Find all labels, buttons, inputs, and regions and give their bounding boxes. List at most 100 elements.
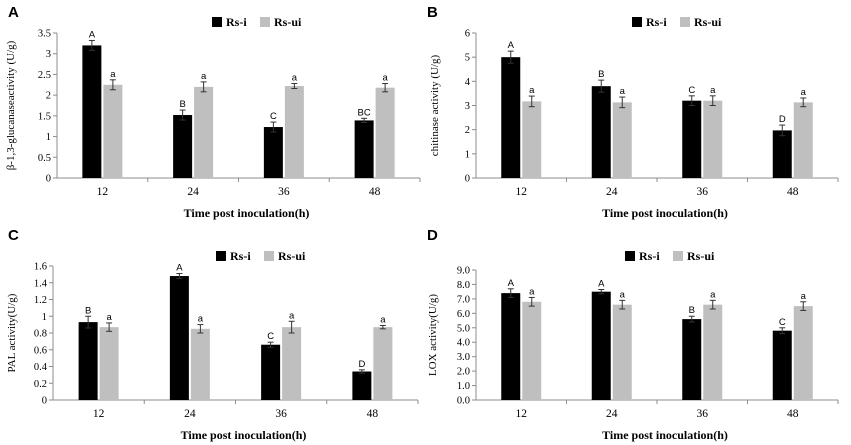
legend-swatch-rs-i xyxy=(632,17,642,27)
y-tick-label: 1.4 xyxy=(34,278,48,289)
y-tick-label: 0 xyxy=(465,174,470,185)
panel-letter: B xyxy=(427,4,438,21)
y-tick-label: 2 xyxy=(46,91,51,102)
bar-rs-ui-24 xyxy=(612,304,632,400)
bar-rs-i-36 xyxy=(682,319,702,400)
significance-label: a xyxy=(620,289,626,300)
bar-rs-ui-36 xyxy=(703,304,723,400)
x-tick-label: 48 xyxy=(787,186,799,198)
x-tick-label: 48 xyxy=(369,186,381,198)
bar-rs-i-36 xyxy=(682,100,702,178)
legend-swatch-rs-ui xyxy=(264,251,274,261)
y-tick-label: 6.0 xyxy=(457,309,470,320)
legend-label: Rs-i xyxy=(226,15,247,29)
significance-label: B xyxy=(179,99,185,110)
bar-rs-ui-12 xyxy=(103,84,123,178)
significance-label: a xyxy=(289,310,295,321)
y-tick-label: 1 xyxy=(46,132,51,143)
y-tick-label: 2.5 xyxy=(38,70,51,81)
x-tick-label: 48 xyxy=(787,408,799,420)
y-tick-label: 1.5 xyxy=(38,111,51,122)
significance-label: B xyxy=(85,305,91,316)
legend-label: Rs-i xyxy=(646,15,667,29)
bar-rs-i-48 xyxy=(352,371,372,400)
y-tick-label: 5.0 xyxy=(457,323,470,334)
bar-rs-i-12 xyxy=(82,45,102,178)
significance-label: a xyxy=(801,291,807,302)
y-tick-label: 4 xyxy=(465,77,471,88)
legend-swatch-rs-i xyxy=(625,251,635,261)
legend-label: Rs-ui xyxy=(274,15,302,29)
x-tick-label: 36 xyxy=(278,186,290,198)
y-tick-label: 5 xyxy=(465,53,470,64)
bar-rs-ui-36 xyxy=(282,327,302,400)
bar-rs-i-48 xyxy=(772,330,792,400)
significance-label: a xyxy=(380,314,386,325)
x-tick-label: 24 xyxy=(606,186,618,198)
bar-rs-i-24 xyxy=(169,276,189,400)
significance-label: a xyxy=(801,87,807,98)
significance-label: A xyxy=(598,279,605,290)
bar-rs-i-24 xyxy=(591,291,611,400)
legend-swatch-rs-ui xyxy=(260,17,270,27)
significance-label: A xyxy=(89,29,96,40)
panel-letter: D xyxy=(427,227,438,244)
significance-label: A xyxy=(176,263,183,274)
y-tick-label: 0 xyxy=(46,174,51,185)
significance-label: D xyxy=(358,359,365,370)
x-axis-label: Time post inoculation(h) xyxy=(181,428,307,442)
y-tick-label: 2.0 xyxy=(457,367,470,378)
legend-swatch-rs-ui xyxy=(680,17,690,27)
y-tick-label: 0.5 xyxy=(38,153,51,164)
significance-label: a xyxy=(110,69,116,80)
bar-rs-i-24 xyxy=(591,86,611,178)
significance-label: a xyxy=(292,73,298,84)
bar-rs-ui-36 xyxy=(703,100,723,178)
y-tick-label: 0 xyxy=(42,396,47,407)
bar-rs-ui-48 xyxy=(375,87,395,178)
significance-label: a xyxy=(529,85,535,96)
x-tick-label: 12 xyxy=(97,186,109,198)
bar-rs-i-24 xyxy=(173,115,193,178)
x-axis-label: Time post inoculation(h) xyxy=(602,206,728,220)
y-tick-label: 3.0 xyxy=(457,352,470,363)
y-tick-label: 4.0 xyxy=(457,338,470,349)
significance-label: C xyxy=(267,331,274,342)
y-axis-label: β-1,3-glucanaseactivity (U/g) xyxy=(5,40,17,170)
x-tick-label: 12 xyxy=(516,186,528,198)
significance-label: a xyxy=(198,314,204,325)
significance-label: a xyxy=(382,73,388,84)
significance-label: C xyxy=(270,111,277,122)
x-axis-label: Time post inoculation(h) xyxy=(184,206,310,220)
bar-rs-i-12 xyxy=(78,322,98,400)
significance-label: a xyxy=(529,286,535,297)
y-tick-label: 1 xyxy=(42,312,47,323)
y-tick-label: 0.2 xyxy=(34,379,47,390)
significance-label: a xyxy=(710,85,716,96)
bar-rs-ui-48 xyxy=(793,306,813,400)
bar-rs-i-48 xyxy=(772,130,792,178)
bar-rs-ui-48 xyxy=(793,102,813,178)
y-tick-label: 8.0 xyxy=(457,280,470,291)
legend-swatch-rs-ui xyxy=(673,251,683,261)
y-tick-label: 0.8 xyxy=(34,329,47,340)
x-axis-label: Time post inoculation(h) xyxy=(602,428,728,442)
bar-rs-ui-24 xyxy=(190,328,210,400)
bar-rs-i-36 xyxy=(261,344,281,400)
legend-label: Rs-ui xyxy=(687,249,715,263)
bar-rs-i-12 xyxy=(501,57,521,178)
y-tick-label: 1.2 xyxy=(34,295,47,306)
y-tick-label: 7.0 xyxy=(457,294,470,305)
y-tick-label: 9.0 xyxy=(457,266,470,277)
bar-rs-i-36 xyxy=(263,127,283,178)
significance-label: A xyxy=(508,40,515,51)
significance-label: a xyxy=(620,86,626,97)
panel-letter: A xyxy=(8,4,19,21)
y-axis-label: chitinase activity (U/g) xyxy=(429,54,441,156)
y-tick-label: 2 xyxy=(465,125,470,136)
legend-label: Rs-i xyxy=(639,249,660,263)
x-tick-label: 24 xyxy=(606,408,618,420)
bar-rs-ui-48 xyxy=(373,327,393,400)
y-tick-label: 3 xyxy=(465,101,470,112)
